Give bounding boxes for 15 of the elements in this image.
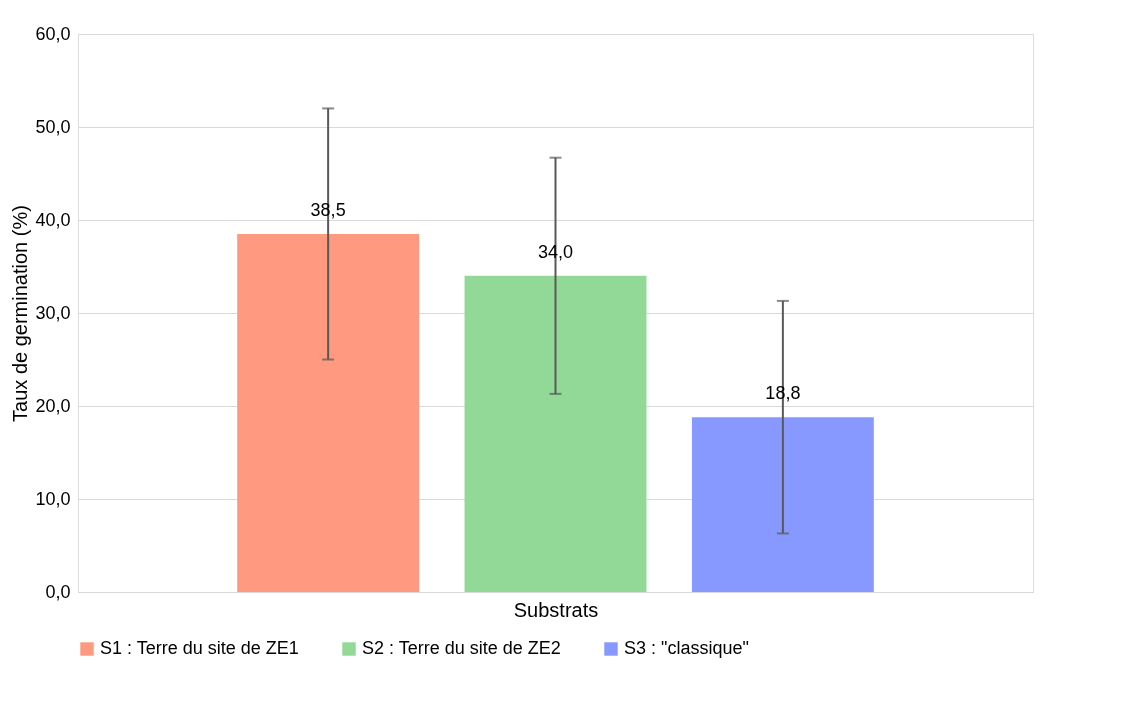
y-tick-label: 10,0 [35, 488, 71, 509]
y-tick-label: 20,0 [35, 395, 71, 416]
y-axis-title: Taux de germination (%) [9, 205, 32, 422]
bar [691, 417, 874, 592]
y-tick-label: 60,0 [35, 23, 71, 44]
legend-label: S3 : "classique" [624, 638, 749, 658]
x-axis-title: Substrats [513, 598, 599, 621]
legend-label: S2 : Terre du site de ZE2 [362, 638, 561, 658]
y-tick-label: 30,0 [35, 302, 71, 323]
bar [464, 275, 647, 592]
y-tick-label: 40,0 [35, 209, 71, 230]
bar [237, 233, 420, 592]
legend-label: S1 : Terre du site de ZE1 [100, 638, 299, 658]
y-tick-label: 50,0 [35, 116, 71, 137]
y-tick-label: 0,0 [45, 581, 71, 602]
